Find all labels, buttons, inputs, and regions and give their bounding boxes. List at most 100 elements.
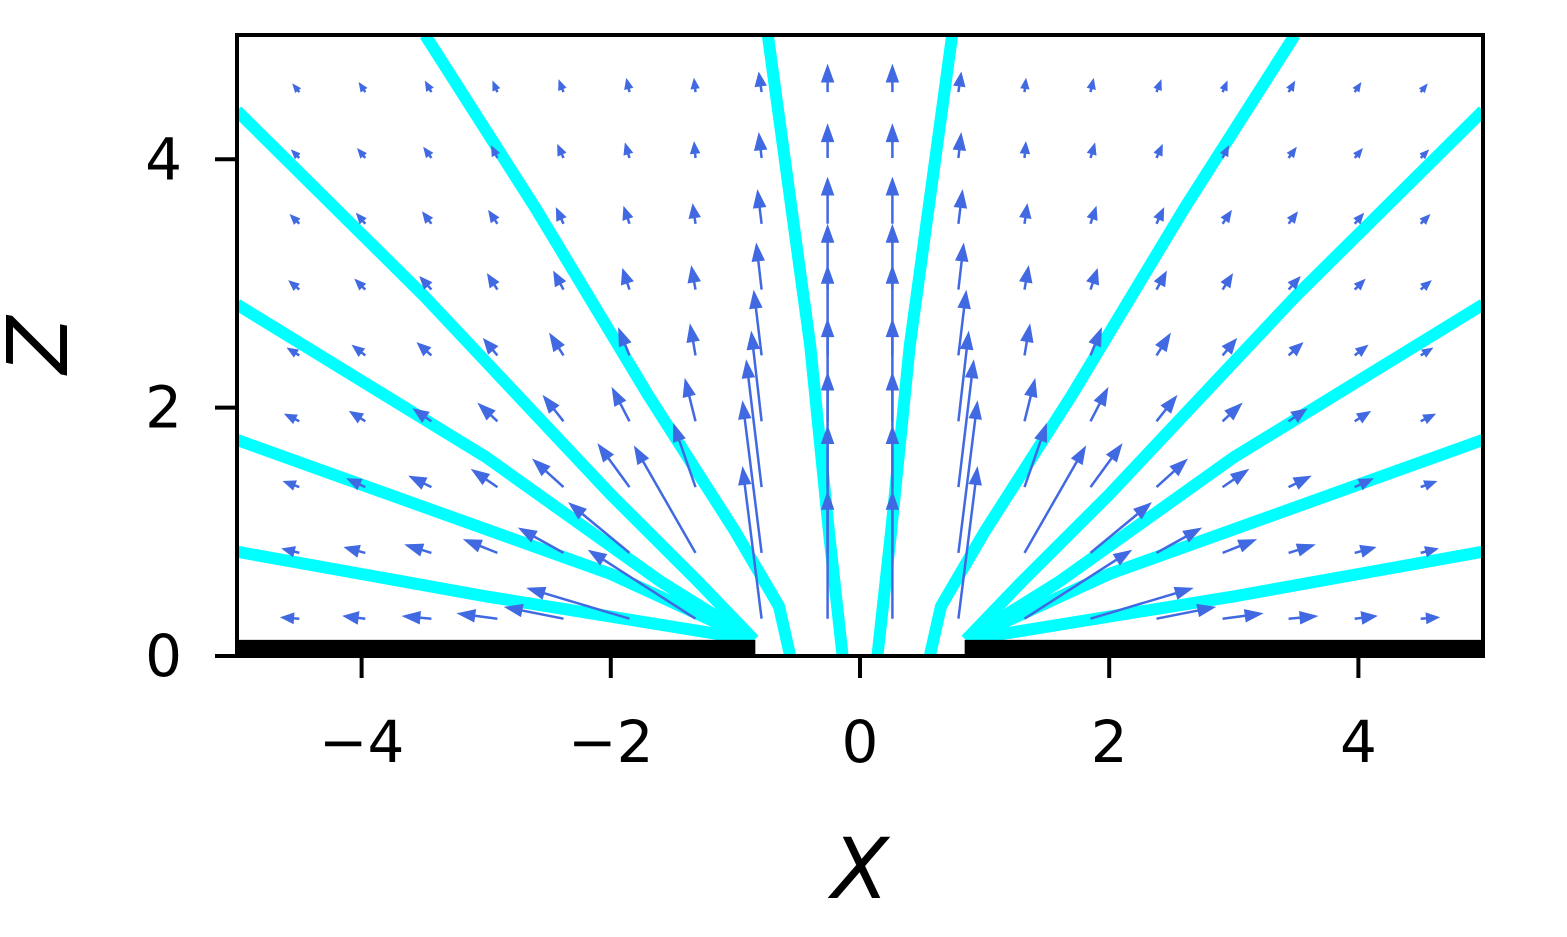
y-axis-label: Z (0, 314, 87, 376)
arrow (1153, 143, 1163, 159)
arrow (279, 612, 300, 625)
arrow (687, 265, 702, 290)
arrow (1353, 212, 1365, 225)
arrow (1086, 142, 1097, 159)
arrow (1221, 337, 1238, 357)
y-tick-label: 4 (145, 125, 182, 193)
arrow (1088, 327, 1102, 356)
arrow (282, 480, 300, 491)
arrow (354, 278, 367, 291)
arrow (542, 394, 565, 423)
arrow (1220, 209, 1232, 225)
arrow (503, 603, 564, 620)
arrow (885, 63, 900, 93)
arrow (885, 223, 900, 290)
arrow (553, 270, 567, 291)
arrow (557, 143, 567, 159)
arrow (820, 223, 835, 290)
arrow (558, 79, 567, 93)
arrow (1420, 546, 1439, 558)
streamline (961, 106, 1483, 645)
arrow (957, 289, 971, 356)
arrow (1220, 273, 1234, 291)
x-tick-label: 0 (842, 708, 879, 776)
arrow (690, 77, 700, 93)
arrow (622, 205, 634, 225)
arrow (885, 176, 900, 224)
arrow (492, 80, 501, 93)
arrow (957, 466, 982, 619)
arrow (820, 176, 835, 224)
arrow (401, 610, 432, 625)
arrow (1219, 80, 1228, 93)
arrow (346, 478, 366, 491)
streamline (923, 35, 1300, 656)
arrow (1086, 77, 1096, 93)
arrow (1086, 205, 1098, 225)
arrow (549, 332, 565, 357)
arrow (486, 273, 500, 291)
arrow (1089, 502, 1152, 554)
arrow (416, 342, 433, 357)
arrow (288, 280, 301, 292)
arrow (1019, 141, 1031, 159)
arrow (1153, 79, 1162, 93)
arrow (1352, 82, 1362, 93)
arrow (688, 203, 701, 224)
arrow (1221, 402, 1243, 423)
arrow (490, 145, 501, 159)
arrow (1222, 609, 1264, 623)
plate (237, 639, 756, 656)
y-tick-label: 0 (145, 622, 182, 690)
arrow (1418, 83, 1428, 94)
arrow (1286, 211, 1299, 225)
arrow (1155, 527, 1203, 554)
arrow (555, 207, 567, 225)
arrow (738, 400, 763, 554)
x-tick-label: 2 (1091, 708, 1128, 776)
streamline (963, 434, 1483, 646)
arrow (488, 209, 500, 225)
arrow (348, 410, 366, 424)
streamline (761, 35, 849, 656)
arrow (408, 475, 432, 490)
arrow (749, 289, 763, 356)
arrow (587, 549, 697, 620)
arrow (517, 527, 565, 554)
arrow (412, 408, 433, 424)
arrow (1287, 408, 1308, 424)
arrow (1420, 480, 1438, 491)
arrow (1222, 539, 1258, 555)
plate (964, 639, 1483, 656)
arrow (532, 458, 565, 489)
arrow (1288, 543, 1316, 557)
arrow (754, 71, 767, 93)
arrow (292, 83, 302, 94)
arrow (1288, 475, 1312, 490)
arrow (1354, 611, 1378, 625)
arrow (1354, 410, 1372, 424)
arrow (1420, 413, 1437, 425)
arrow (526, 586, 630, 620)
arrow (624, 77, 634, 93)
arrow (1420, 612, 1441, 625)
arrow (358, 82, 368, 93)
arrow (286, 347, 300, 358)
plot-area (237, 35, 1483, 656)
arrow (1019, 203, 1032, 224)
arrow (597, 443, 631, 488)
arrow (1353, 278, 1366, 291)
arrow (820, 63, 835, 93)
x-tick-label: 4 (1340, 708, 1377, 776)
arrow (1023, 445, 1087, 554)
arrow (1023, 549, 1133, 620)
arrow (1287, 342, 1304, 357)
arrow (957, 359, 979, 488)
arrow (456, 609, 498, 623)
arrow (1353, 148, 1364, 159)
arrow (1419, 280, 1432, 292)
y-tick-label: 2 (145, 374, 182, 442)
streamline (420, 35, 797, 656)
arrow (1420, 347, 1434, 358)
